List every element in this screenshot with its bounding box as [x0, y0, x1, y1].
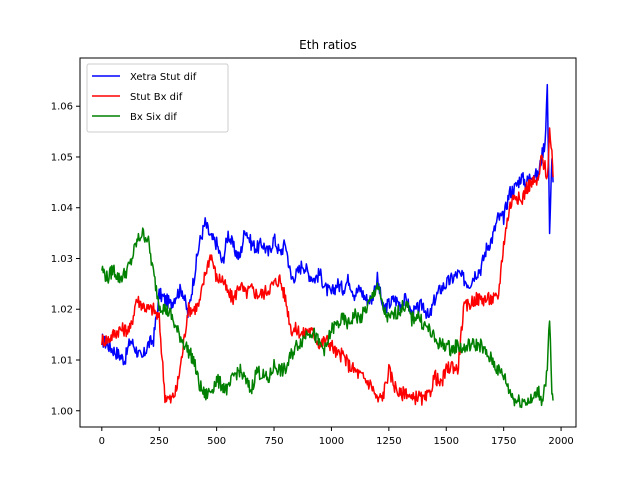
series-line-2	[101, 127, 554, 406]
y-axis: 1.00 1.01 1.02 1.03 1.04 1.05 1.06	[51, 102, 80, 417]
x-tick-label: 0	[99, 436, 105, 447]
y-tick-label: 1.06	[51, 102, 73, 113]
x-tick-label: 1250	[376, 436, 401, 447]
x-tick-label: 250	[150, 436, 169, 447]
legend-label-3: Bx Six dif	[130, 112, 177, 123]
y-tick-label: 1.04	[51, 203, 73, 214]
legend-box	[86, 63, 229, 133]
y-tick-label: 1.01	[51, 356, 73, 367]
series-layer	[101, 83, 554, 409]
y-tick-label: 1.02	[51, 305, 73, 316]
y-tick-label: 1.05	[51, 152, 73, 163]
x-tick-label: 1750	[491, 436, 516, 447]
plot-frame	[79, 57, 577, 428]
legend: Xetra Stut dif Stut Bx dif Bx Six dif	[86, 63, 229, 133]
legend-label-1: Xetra Stut dif	[130, 72, 197, 83]
x-axis: 0 250 500 750 1000 1250 1500 1750 2000	[99, 427, 574, 447]
legend-label-2: Stut Bx dif	[130, 92, 183, 103]
x-tick-label: 2000	[548, 436, 573, 447]
x-tick-label: 500	[207, 436, 226, 447]
series-line-1	[101, 83, 554, 366]
y-tick-label: 1.03	[51, 254, 73, 265]
x-tick-label: 1000	[319, 436, 344, 447]
chart-title: Eth ratios	[299, 38, 357, 52]
x-tick-label: 750	[264, 436, 283, 447]
y-tick-label: 1.00	[51, 406, 73, 417]
series-line-3	[101, 227, 554, 409]
x-tick-label: 1500	[434, 436, 459, 447]
